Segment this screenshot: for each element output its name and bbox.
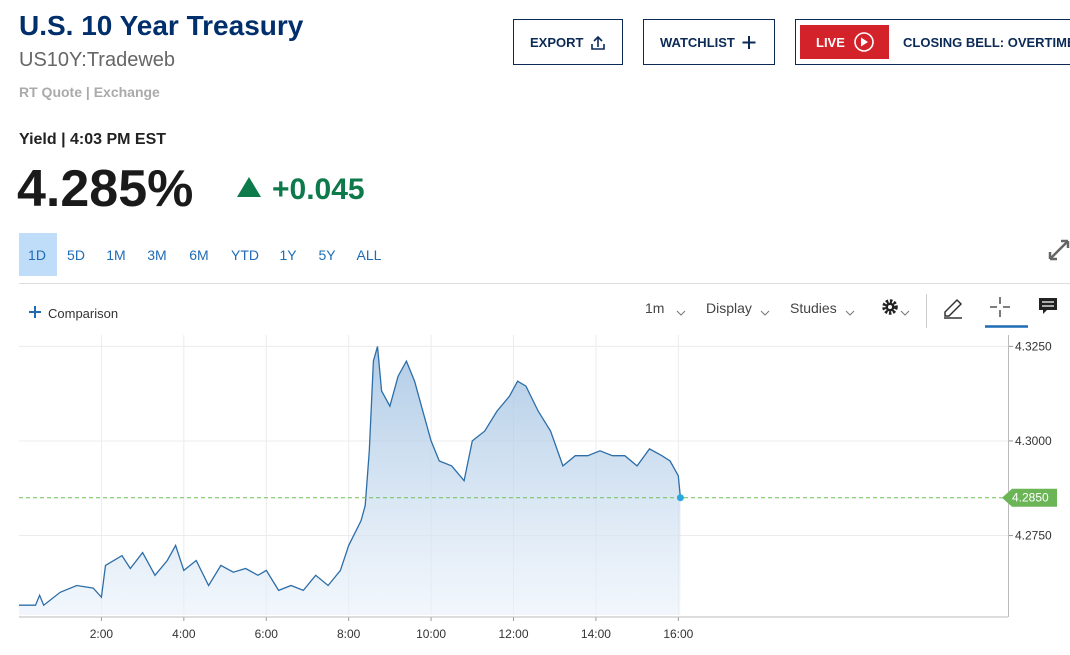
settings-icon[interactable]	[882, 299, 910, 316]
last-point	[676, 494, 684, 502]
quote-time: Yield | 4:03 PM EST	[19, 131, 166, 148]
display[interactable]: Display	[706, 300, 752, 316]
comparison[interactable]: Comparison	[48, 306, 118, 321]
x-tick-label: 16:00	[663, 627, 693, 641]
last-price-tag	[1002, 488, 1057, 507]
range-tab[interactable]: ALL	[357, 247, 382, 263]
y-tick-label: 4.3250	[1015, 339, 1052, 353]
y-tick-label: 4.3000	[1015, 434, 1052, 448]
x-tick-label: 14:00	[581, 627, 611, 641]
up-arrow	[237, 177, 261, 197]
draw-icon[interactable]	[944, 298, 963, 319]
price: 4.285%	[17, 160, 193, 218]
x-tick-label: 8:00	[337, 627, 361, 641]
range-tab[interactable]: 1Y	[279, 247, 297, 263]
chevron	[676, 310, 686, 316]
range-tab[interactable]: 1D	[28, 247, 46, 263]
range-tab[interactable]: YTD	[231, 247, 259, 263]
range-tabs: 1D 5D 1M 3M 6M YTD 1Y 5Y ALL	[28, 247, 382, 263]
studies[interactable]: Studies	[790, 300, 837, 316]
x-tick-label: 6:00	[255, 627, 279, 641]
change: +0.045	[272, 173, 365, 206]
range-tab[interactable]: 6M	[189, 247, 208, 263]
symbol: US10Y:Tradeweb	[19, 49, 175, 71]
x-tick-label: 2:00	[90, 627, 114, 641]
range-tab[interactable]: 5Y	[318, 247, 336, 263]
plus-icon[interactable]	[29, 306, 41, 318]
quote-source: RT Quote | Exchange	[19, 84, 160, 100]
title: U.S. 10 Year Treasury	[19, 10, 304, 41]
expand-icon[interactable]	[1048, 239, 1070, 261]
live-show: CLOSING BELL: OVERTIME	[903, 35, 1070, 50]
last-price-label: 4.2850	[1012, 491, 1049, 505]
active-tab-bg	[19, 233, 57, 276]
range-tab[interactable]: 5D	[67, 247, 85, 263]
interval[interactable]: 1m	[645, 300, 664, 316]
chart: 4.2750 4.3000 4.3250 2:00 4:00 6:00 8:00 10:00 1…	[19, 335, 1057, 641]
chevron	[760, 310, 770, 316]
chevron	[845, 310, 855, 316]
x-tick-label: 10:00	[416, 627, 446, 641]
range-tab[interactable]: 1M	[106, 247, 125, 263]
crosshair-icon[interactable]	[990, 297, 1010, 317]
x-tick-label: 4:00	[172, 627, 196, 641]
export-label: EXPORT	[530, 35, 584, 50]
range-tab[interactable]: 3M	[147, 247, 166, 263]
y-tick-label: 4.2750	[1015, 529, 1052, 543]
watchlist-button[interactable]: WATCHLIST	[643, 19, 775, 65]
x-tick-label: 12:00	[498, 627, 528, 641]
live-label: LIVE	[816, 35, 845, 50]
watchlist-label: WATCHLIST	[660, 35, 735, 50]
area-fill	[19, 346, 681, 615]
price-line	[19, 346, 682, 607]
export-button[interactable]: EXPORT	[513, 19, 623, 65]
live-button[interactable]: LIVE CLOSING BELL: OVERTIME	[795, 19, 1070, 65]
